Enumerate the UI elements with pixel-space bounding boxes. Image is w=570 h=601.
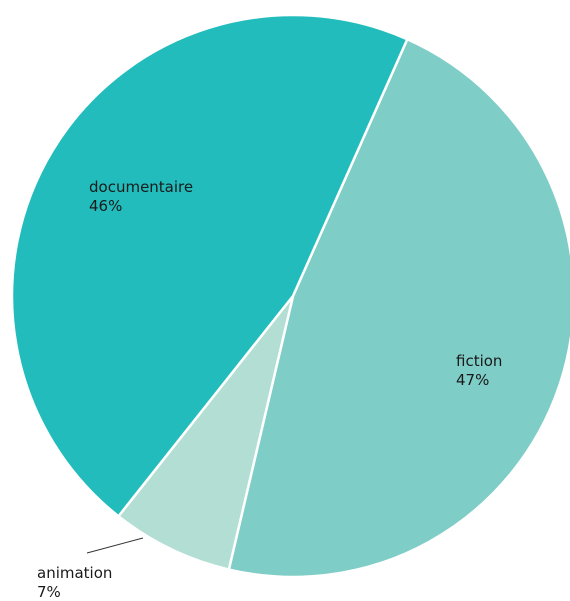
- slice-label-documentaire: documentaire: [89, 178, 193, 196]
- slice-percent-documentaire: 46%: [89, 197, 122, 215]
- slice-label-fiction: fiction: [456, 352, 502, 370]
- pie-slice-documentaire: [10, 13, 409, 518]
- leader-line-animation: [86, 537, 144, 554]
- pie-slices: [10, 13, 570, 579]
- slice-percent-fiction: 47%: [456, 371, 489, 389]
- leader-lines: [86, 537, 144, 554]
- slice-label-animation: animation: [37, 564, 112, 582]
- pie-slice-fiction: [227, 37, 570, 579]
- pie-slice-animation: [116, 295, 295, 572]
- slice-percent-animation: 7%: [37, 583, 61, 601]
